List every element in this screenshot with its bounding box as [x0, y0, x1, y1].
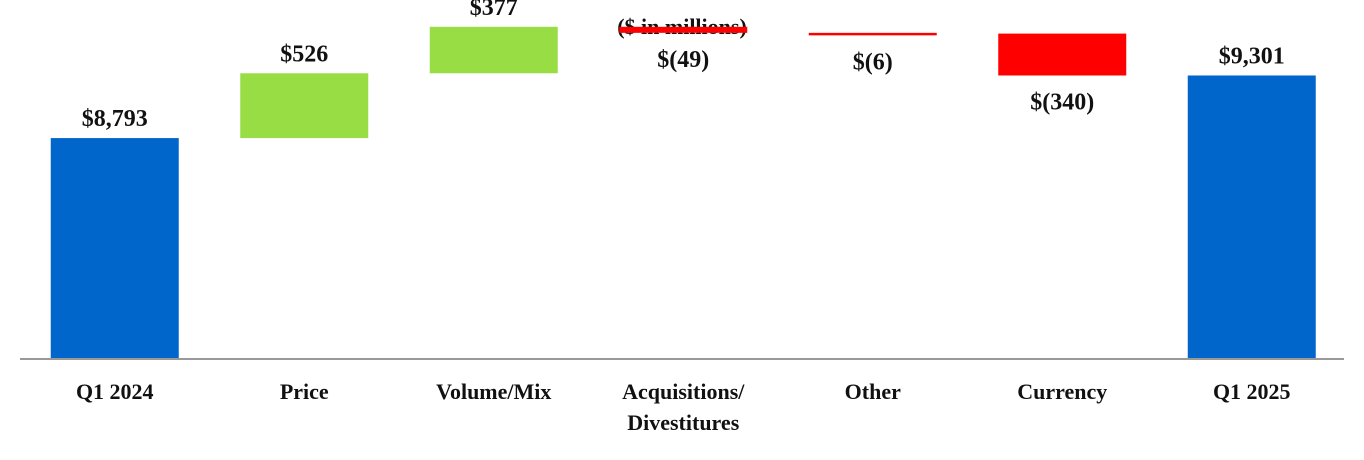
bar-3: [619, 26, 748, 33]
bar-6: [1187, 75, 1316, 360]
bar-1: [240, 73, 369, 139]
x-tick-label-1: Price: [280, 379, 329, 404]
x-tick-label-5: Currency: [1017, 379, 1107, 404]
bars-group: [50, 26, 1316, 360]
data-label-2: $377: [470, 0, 518, 21]
data-label-5: $(340): [1030, 89, 1094, 115]
bar-5: [998, 33, 1127, 76]
chart-title: ($ in millions): [617, 14, 747, 39]
x-tick-label-0: Q1 2024: [76, 379, 154, 404]
bar-4: [808, 32, 937, 36]
data-label-3: $(49): [657, 47, 709, 73]
x-tick-label-4: Other: [845, 379, 901, 404]
bar-2: [429, 26, 558, 74]
data-label-6: $9,301: [1219, 43, 1285, 69]
data-label-1: $526: [280, 41, 328, 67]
x-tick-label-6: Q1 2025: [1213, 379, 1291, 404]
data-label-4: $(6): [853, 49, 893, 75]
x-tick-label-3: Acquisitions/Divestitures: [622, 379, 745, 435]
bar-0: [50, 138, 179, 359]
data-label-0: $8,793: [82, 106, 148, 132]
data-labels-group: $8,793 $526 $377 $(49) $(6) $(340) $9,301: [82, 0, 1285, 132]
x-tick-labels-group: Q1 2024 Price Volume/Mix Acquisitions/Dives…: [76, 379, 1291, 435]
x-tick-label-2: Volume/Mix: [436, 379, 551, 404]
